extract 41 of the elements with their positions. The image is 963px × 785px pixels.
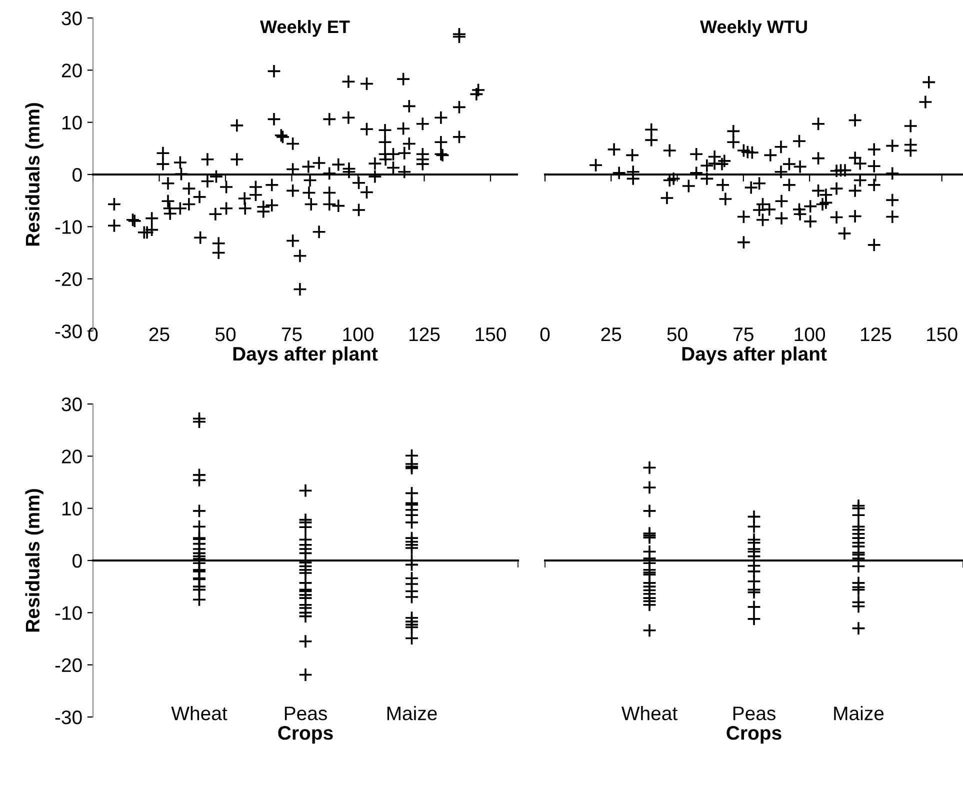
x-tick-label: 75 bbox=[282, 328, 302, 342]
y-tick-label: -20 bbox=[55, 272, 82, 286]
x-tick-label: Maize bbox=[834, 706, 884, 720]
x-tick-label: 100 bbox=[794, 327, 826, 342]
y-tick-label: -30 bbox=[55, 710, 82, 724]
y-tick-label: 0 bbox=[72, 168, 82, 182]
y-tick-label: -20 bbox=[55, 658, 82, 672]
x-axis-title: Crops bbox=[726, 726, 782, 744]
x-tick-label: 100 bbox=[343, 327, 374, 342]
y-tick-label: -10 bbox=[55, 606, 82, 620]
x-tick-label: 150 bbox=[927, 327, 958, 342]
x-axis-title: Days after plant bbox=[233, 346, 378, 365]
y-tick-label: 10 bbox=[62, 116, 82, 130]
y-tick-label: 30 bbox=[62, 397, 82, 412]
x-tick-label: 50 bbox=[667, 327, 688, 342]
y-tick-label: -30 bbox=[55, 324, 82, 338]
chart-title: Weekly ET bbox=[260, 20, 350, 37]
x-tick-label: Maize bbox=[387, 706, 437, 720]
x-tick-label: 25 bbox=[601, 327, 622, 342]
x-axis-title: Crops bbox=[278, 726, 333, 744]
y-axis-title: Residuals (mm) bbox=[25, 103, 44, 246]
x-tick-label: 75 bbox=[734, 328, 754, 342]
x-tick-label: 50 bbox=[215, 327, 236, 342]
y-tick-label: 10 bbox=[62, 502, 82, 516]
y-tick-label: 0 bbox=[72, 554, 82, 568]
y-tick-label: 20 bbox=[62, 450, 82, 464]
x-tick-label: 25 bbox=[149, 327, 170, 342]
x-tick-label: Wheat bbox=[621, 706, 678, 720]
y-tick-label: 30 bbox=[62, 11, 82, 26]
x-tick-label: 0 bbox=[540, 327, 550, 342]
x-tick-label: 125 bbox=[410, 327, 440, 342]
x-tick-label: 125 bbox=[860, 327, 892, 342]
x-tick-label: 150 bbox=[476, 327, 506, 342]
y-axis-title: Residuals (mm) bbox=[25, 489, 44, 632]
x-axis-title: Days after plant bbox=[682, 346, 827, 365]
y-tick-label: 20 bbox=[62, 64, 82, 78]
y-tick-label: -10 bbox=[55, 220, 82, 234]
x-tick-label: Peas bbox=[284, 706, 327, 720]
x-tick-label: Wheat bbox=[171, 706, 228, 720]
chart-title: Weekly WTU bbox=[700, 20, 807, 37]
x-tick-label: Peas bbox=[733, 706, 776, 720]
